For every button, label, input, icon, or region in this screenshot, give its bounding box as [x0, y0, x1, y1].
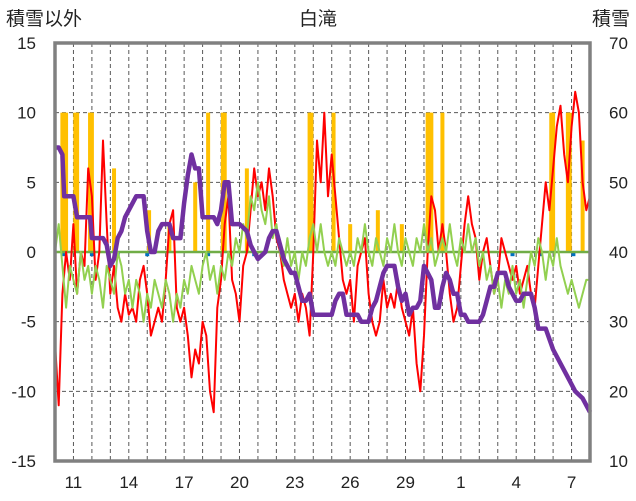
- right-axis-label: 積雪: [592, 8, 630, 30]
- precip-bar: [244, 168, 249, 252]
- snowfall-bar: [89, 252, 94, 257]
- snowfall-bar: [206, 252, 211, 257]
- temp-line: [54, 90, 591, 414]
- precip-bar: [429, 112, 434, 253]
- left-tick-label: 10: [17, 104, 36, 123]
- left-axis-ticks: -15 -10 -5 0 5 10 15: [11, 34, 36, 471]
- x-tick-label: 7: [567, 473, 576, 492]
- precip-bar: [567, 112, 572, 253]
- x-tick-label: 17: [175, 473, 194, 492]
- precip-bar: [375, 210, 380, 252]
- snow_depth-line: [55, 145, 592, 414]
- right-tick-label: 20: [609, 382, 628, 401]
- right-axis-ticks: 10 20 30 40 50 60 70: [609, 34, 628, 471]
- x-tick-label: 14: [119, 473, 138, 492]
- line-layer: [54, 90, 592, 414]
- right-tick-label: 30: [609, 313, 628, 332]
- left-axis-label: 積雪以外: [6, 8, 82, 30]
- precip-bar: [112, 168, 117, 252]
- x-tick-label: 29: [396, 473, 415, 492]
- left-tick-label: -5: [21, 313, 36, 332]
- right-tick-label: 40: [609, 243, 628, 262]
- x-tick-label: 11: [65, 473, 83, 492]
- precip-bar: [89, 112, 94, 253]
- x-tick-label: 20: [230, 473, 249, 492]
- snowfall-bar: [62, 252, 67, 257]
- precip-bar: [440, 112, 445, 253]
- precip-bar: [580, 140, 585, 252]
- right-tick-label: 60: [609, 104, 628, 123]
- x-tick-label: 26: [341, 473, 360, 492]
- plot-frame: [53, 41, 592, 463]
- precip-bar: [206, 112, 211, 253]
- precip-bar: [193, 182, 198, 252]
- left-tick-label: 15: [17, 34, 36, 53]
- x-tick-label: 4: [511, 473, 520, 492]
- precip-bar: [551, 112, 556, 253]
- precip-bar: [309, 112, 314, 253]
- right-tick-label: 10: [609, 452, 628, 471]
- left-tick-label: 5: [27, 173, 36, 192]
- precip-bar: [64, 112, 69, 253]
- left-tick-label: -10: [11, 382, 36, 401]
- x-axis-ticks: 11 14 17 20 23 26 29 1 4 7: [65, 473, 577, 492]
- x-tick-label: 1: [456, 473, 465, 492]
- snowfall-bar: [571, 252, 576, 257]
- x-tick-label: 23: [285, 473, 304, 492]
- precip-bar: [348, 224, 353, 252]
- wind-line: [54, 181, 590, 323]
- precip-bar: [75, 112, 80, 253]
- chart-title: 白滝: [299, 8, 337, 30]
- right-tick-label: 70: [609, 34, 628, 53]
- grid-layer: [55, 43, 590, 461]
- snowfall-bar: [510, 252, 515, 257]
- left-tick-label: -15: [11, 452, 36, 471]
- precip-bar: [399, 224, 404, 252]
- snowfall-bar: [145, 252, 150, 257]
- left-tick-label: 0: [27, 243, 36, 262]
- right-tick-label: 50: [609, 173, 628, 192]
